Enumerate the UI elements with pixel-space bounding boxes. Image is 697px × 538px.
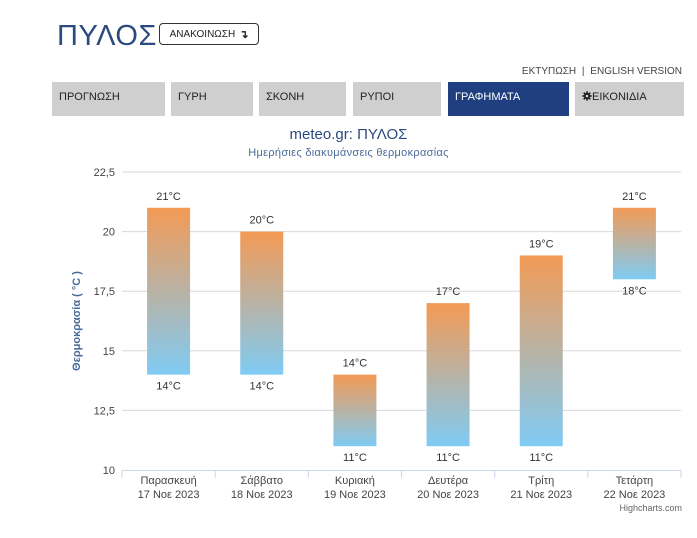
x-tick-date: 17 Νοε 2023 (138, 489, 200, 501)
y-tick-label: 15 (103, 346, 115, 358)
tab-label: ΡΥΠΟΙ (360, 91, 395, 103)
high-temp-label: 17°C (436, 286, 461, 298)
tab-label: ΠΡΟΓΝΩΣΗ (59, 91, 120, 103)
print-link[interactable]: ΕΚΤΥΠΩΣΗ (521, 66, 577, 77)
chart-subtitle: Ημερήσιες διακυμάνσεις θερμοκρασίας (248, 147, 449, 159)
tab-label: ΕΙΚΟΝΙΔΙΑ (592, 91, 647, 103)
tab-icons[interactable]: ΕΙΚΟΝΙΔΙΑ (575, 82, 684, 116)
high-temp-label: 21°C (622, 191, 647, 203)
x-tick-date: 19 Νοε 2023 (324, 489, 386, 501)
tab-label: ΓΥΡΗ (178, 91, 207, 103)
y-axis-title: Θερμοκρασία ( °C ) (71, 271, 83, 371)
high-temp-label: 20°C (249, 215, 274, 227)
link-separator: | (581, 66, 585, 77)
x-tick-day: Τετάρτη (616, 475, 654, 487)
y-tick-label: 10 (103, 465, 115, 477)
temperature-range-bar (333, 374, 377, 447)
x-tick-date: 21 Νοε 2023 (510, 489, 572, 501)
x-tick-date: 18 Νοε 2023 (231, 489, 293, 501)
x-tick-day: Τρίτη (528, 475, 554, 487)
tab-charts[interactable]: ΓΡΑΦΗΜΑΤΑ (448, 82, 569, 116)
highcharts-credit[interactable]: Highcharts.com (619, 503, 682, 513)
high-temp-label: 21°C (156, 191, 181, 203)
y-tick-label: 20 (103, 227, 115, 239)
english-version-link[interactable]: ENGLISH VERSION (590, 66, 682, 77)
temperature-range-bar (426, 303, 470, 447)
y-tick-label: 12,5 (94, 405, 115, 417)
low-temp-label: 14°C (156, 381, 181, 393)
low-temp-label: 11°C (529, 452, 553, 464)
temperature-range-bar (240, 231, 284, 375)
temperature-range-bar (519, 255, 563, 447)
city-title: ΠΥΛΟΣ (57, 20, 157, 52)
chart-title: meteo.gr: ΠΥΛΟΣ (289, 126, 408, 143)
y-tick-label: 17,5 (94, 286, 115, 298)
x-tick-date: 22 Νοε 2023 (604, 489, 666, 501)
top-links: ΕΚΤΥΠΩΣΗ | ENGLISH VERSION (522, 66, 682, 77)
announce-button[interactable]: ΑΝΑΚΟΙΝΩΣΗ ↴ (159, 23, 259, 45)
x-tick-day: Σάββατο (241, 475, 283, 487)
gear-icon (582, 91, 592, 101)
low-temp-label: 11°C (343, 452, 367, 464)
low-temp-label: 11°C (436, 452, 460, 464)
tab-forecast[interactable]: ΠΡΟΓΝΩΣΗ (52, 82, 165, 116)
tab-dust[interactable]: ΣΚΟΝΗ (259, 82, 346, 116)
high-temp-label: 19°C (529, 238, 554, 250)
tab-label: ΓΡΑΦΗΜΑΤΑ (455, 91, 521, 103)
x-tick-day: Παρασκευή (140, 475, 196, 487)
x-tick-date: 20 Νοε 2023 (417, 489, 479, 501)
temperature-range-bar (612, 207, 656, 280)
temperature-range-bar (147, 207, 191, 375)
tab-label: ΣΚΟΝΗ (266, 91, 305, 103)
low-temp-label: 14°C (249, 381, 274, 393)
low-temp-label: 18°C (622, 285, 647, 297)
x-tick-day: Δευτέρα (428, 475, 469, 487)
tab-pollutants[interactable]: ΡΥΠΟΙ (353, 82, 441, 116)
arrow-down-icon: ↴ (239, 28, 249, 41)
y-tick-label: 22,5 (94, 167, 115, 179)
high-temp-label: 14°C (343, 358, 368, 370)
announce-label: ΑΝΑΚΟΙΝΩΣΗ (169, 28, 236, 40)
tab-pollen[interactable]: ΓΥΡΗ (171, 82, 253, 116)
x-tick-day: Κυριακή (335, 475, 375, 487)
